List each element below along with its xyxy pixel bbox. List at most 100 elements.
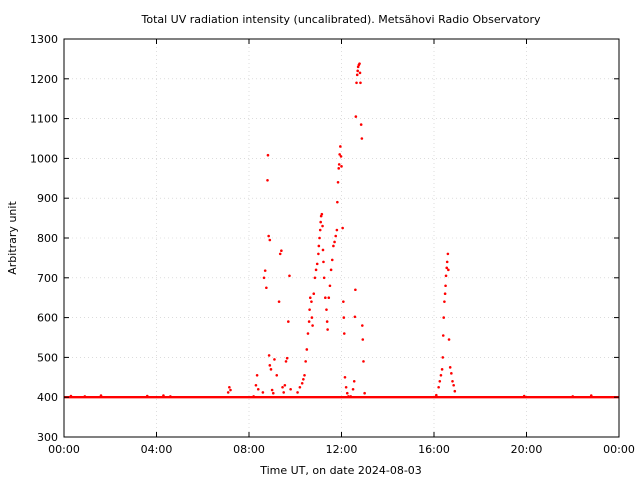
data-point xyxy=(256,387,260,391)
data-point xyxy=(342,316,346,319)
data-point xyxy=(281,385,284,389)
data-point xyxy=(226,391,230,394)
data-point xyxy=(321,248,325,252)
data-point xyxy=(356,69,359,73)
y-tick-label: 600 xyxy=(37,312,58,325)
data-point xyxy=(321,224,324,228)
data-point xyxy=(300,381,304,385)
data-point xyxy=(325,308,328,311)
data-point xyxy=(450,372,453,375)
data-point xyxy=(444,284,447,288)
data-point xyxy=(252,395,255,398)
x-tick-label: 00:00 xyxy=(48,443,80,456)
data-point xyxy=(337,167,341,170)
x-tick-label: 08:00 xyxy=(233,443,265,456)
data-point xyxy=(302,377,305,381)
data-point xyxy=(277,300,281,303)
data-point xyxy=(358,71,362,75)
data-point xyxy=(145,394,149,398)
data-point xyxy=(99,394,103,397)
y-tick-label: 400 xyxy=(37,391,58,404)
data-point xyxy=(228,385,231,389)
data-point xyxy=(354,115,358,118)
data-point xyxy=(329,268,333,272)
data-point xyxy=(355,73,359,77)
data-point xyxy=(332,244,335,248)
data-point xyxy=(261,391,265,394)
data-point xyxy=(359,123,363,126)
data-point xyxy=(169,395,172,398)
data-point xyxy=(571,395,575,398)
data-point xyxy=(317,244,321,248)
data-point xyxy=(445,260,449,264)
data-point xyxy=(356,65,360,69)
data-point xyxy=(269,368,273,371)
x-tick-label: 00:00 xyxy=(603,443,635,456)
data-point xyxy=(283,383,287,387)
data-point xyxy=(589,394,593,397)
data-point xyxy=(265,286,268,290)
plot-frame xyxy=(63,38,620,438)
x-tick-label: 12:00 xyxy=(326,443,358,456)
y-tick-label: 300 xyxy=(37,431,58,444)
data-point xyxy=(351,387,355,391)
data-point xyxy=(296,391,299,394)
data-point xyxy=(325,320,329,323)
data-point xyxy=(298,385,302,389)
data-point xyxy=(522,394,526,398)
data-point xyxy=(308,296,312,300)
data-point xyxy=(447,338,451,341)
data-point xyxy=(262,276,266,280)
data-point xyxy=(322,260,325,264)
data-point xyxy=(162,394,165,397)
data-point xyxy=(453,389,457,393)
data-point xyxy=(440,368,444,371)
y-tick-label: 700 xyxy=(37,272,58,285)
data-point xyxy=(444,274,448,278)
data-point xyxy=(336,180,340,184)
data-point xyxy=(342,300,345,303)
data-point xyxy=(339,145,342,148)
data-point xyxy=(268,238,272,242)
data-point xyxy=(267,354,271,357)
x-axis-label: Time UT, on date 2024-08-03 xyxy=(259,464,422,477)
data-point xyxy=(278,252,282,256)
x-tick-label: 04:00 xyxy=(141,443,173,456)
data-point xyxy=(275,374,279,377)
data-point xyxy=(360,137,364,140)
data-point xyxy=(451,379,454,383)
data-point xyxy=(352,379,356,383)
data-point xyxy=(361,338,365,341)
data-point xyxy=(438,379,442,383)
data-point xyxy=(333,240,336,244)
data-point xyxy=(303,374,306,377)
data-point xyxy=(439,374,443,377)
data-point xyxy=(280,249,283,253)
data-point xyxy=(447,268,450,272)
data-point xyxy=(271,391,275,395)
data-point xyxy=(442,316,446,319)
chart-title: Total UV radiation intensity (uncalibrat… xyxy=(141,13,541,26)
data-point xyxy=(310,300,313,303)
x-tick-label: 20:00 xyxy=(511,443,543,456)
y-tick-label: 800 xyxy=(37,232,58,245)
data-point xyxy=(340,165,343,168)
data-point xyxy=(452,383,455,387)
data-point xyxy=(318,228,322,232)
data-point xyxy=(437,385,440,389)
data-points xyxy=(69,62,593,398)
data-point xyxy=(326,328,329,331)
data-point xyxy=(255,374,259,377)
data-point xyxy=(311,324,314,327)
data-point xyxy=(289,387,292,391)
data-point xyxy=(443,300,446,303)
y-tick-label: 1000 xyxy=(30,152,58,165)
data-point xyxy=(443,292,447,296)
data-point xyxy=(312,292,316,296)
data-point xyxy=(317,252,320,256)
data-point xyxy=(320,212,324,216)
data-point xyxy=(361,324,364,327)
data-point xyxy=(314,268,318,272)
data-point xyxy=(306,332,310,335)
data-point xyxy=(448,366,452,369)
